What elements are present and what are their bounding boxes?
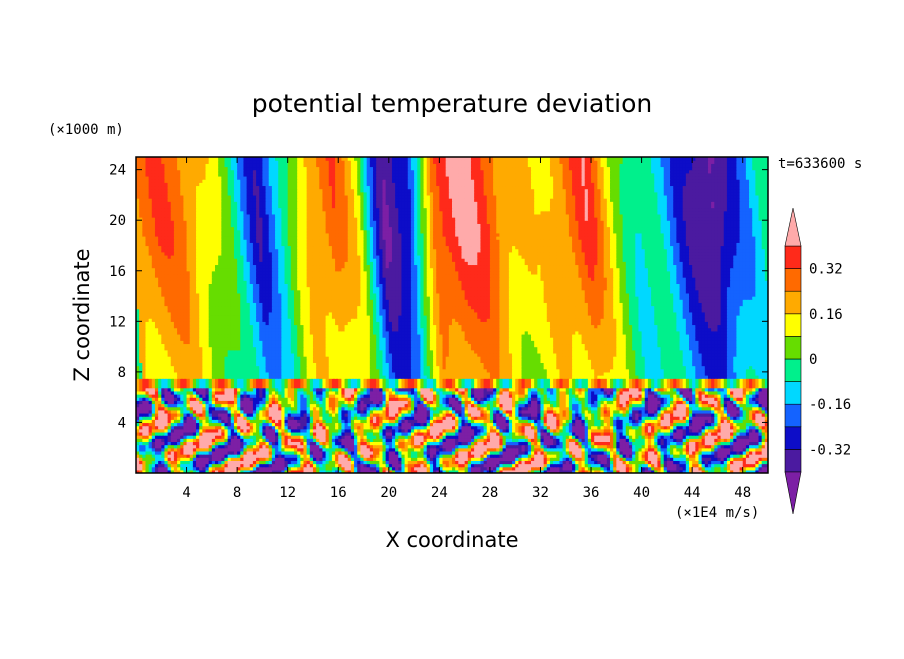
y-unit-label: (×1000 m) — [48, 122, 124, 138]
contour-field — [136, 157, 769, 474]
chart-title: potential temperature deviation — [252, 89, 652, 118]
time-label: t=633600 s — [778, 156, 862, 172]
